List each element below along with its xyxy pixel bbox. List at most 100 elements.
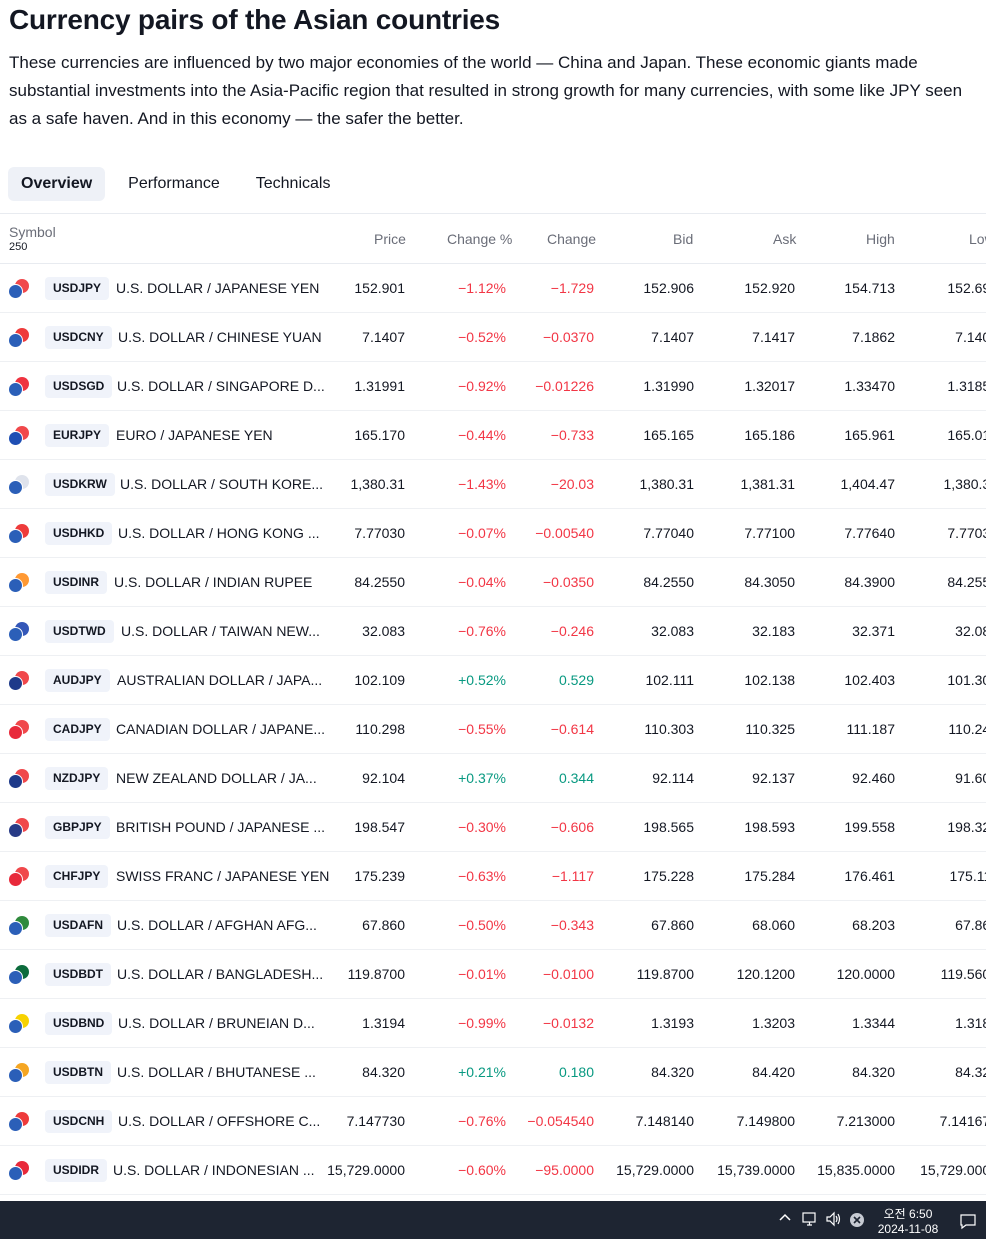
table-row[interactable]: CADJPY CANADIAN DOLLAR / JAPANE... 110.298… [0,705,986,754]
clock-date[interactable]: 2024-11-08 [877,1222,939,1236]
cell-change: −0.606 [550,819,594,835]
symbol-description[interactable]: CANADIAN DOLLAR / JAPANE... [116,721,326,737]
symbol-description[interactable]: U.S. DOLLAR / INDONESIAN ... [113,1162,315,1178]
symbol-ticker[interactable]: NZDJPY [45,767,109,790]
cell-change-pct: −0.63% [458,868,506,884]
cell-ask: 165.186 [744,427,795,443]
symbol-description[interactable]: BRITISH POUND / JAPANESE ... [116,819,326,835]
symbol-ticker[interactable]: USDIDR [45,1159,108,1182]
table-row[interactable]: EURJPY EURO / JAPANESE YEN 165.170 −0.44% −0… [0,411,986,460]
cell-change-pct: −0.76% [458,623,506,639]
cell-ask: 1.3203 [752,1015,795,1031]
symbol-description[interactable]: U.S. DOLLAR / OFFSHORE C... [118,1113,321,1129]
table-row[interactable]: GBPJPY BRITISH POUND / JAPANESE ... 198.54… [0,803,986,852]
volume-icon[interactable] [825,1211,843,1230]
symbol-description[interactable]: U.S. DOLLAR / INDIAN RUPEE [114,574,313,590]
cell-change-pct: −0.52% [458,329,506,345]
cell-change: −95.0000 [535,1162,594,1178]
tab-bar: Overview Performance Technicals [8,167,353,201]
cell-change-pct: −0.55% [458,721,506,737]
table-row[interactable]: USDINR U.S. DOLLAR / INDIAN RUPEE 84.2550 −… [0,558,986,607]
symbol-description[interactable]: U.S. DOLLAR / TAIWAN NEW... [121,623,320,639]
symbol-ticker[interactable]: USDSGD [45,375,113,398]
cell-change: −0.246 [550,623,594,639]
table-row[interactable]: USDHKD U.S. DOLLAR / HONG KONG ... 7.77030… [0,509,986,558]
cell-bid: 15,729.0000 [616,1162,694,1178]
notification-icon[interactable] [959,1212,977,1233]
symbol-ticker[interactable]: EURJPY [45,424,110,447]
close-circle-icon[interactable] [849,1212,865,1231]
cell-bid: 165.165 [643,427,694,443]
symbol-description[interactable]: U.S. DOLLAR / SOUTH KORE... [120,476,324,492]
cell-ask: 32.183 [752,623,795,639]
cell-change: −0.343 [550,917,594,933]
chevron-up-icon[interactable] [778,1211,792,1228]
table-row[interactable]: NZDJPY NEW ZEALAND DOLLAR / JA... 92.104 +0… [0,754,986,803]
cell-ask: 15,739.0000 [717,1162,795,1178]
header-low[interactable]: Low [969,231,986,247]
currency-flag-icon [8,867,30,887]
cell-high: 165.961 [844,427,895,443]
table-row[interactable]: AUDJPY AUSTRALIAN DOLLAR / JAPA... 102.109… [0,656,986,705]
symbol-description[interactable]: U.S. DOLLAR / BANGLADESH... [117,966,324,982]
symbol-ticker[interactable]: USDAFN [45,914,111,937]
table-row[interactable]: USDSGD U.S. DOLLAR / SINGAPORE D... 1.3199… [0,362,986,411]
symbol-ticker[interactable]: CADJPY [45,718,110,741]
symbol-description[interactable]: AUSTRALIAN DOLLAR / JAPA... [117,672,323,688]
symbol-ticker[interactable]: USDTWD [45,620,114,643]
header-bid[interactable]: Bid [673,231,694,247]
symbol-ticker[interactable]: USDINR [45,571,108,594]
symbol-ticker[interactable]: USDBTN [45,1061,111,1084]
table-row[interactable]: USDBDT U.S. DOLLAR / BANGLADESH... 119.870… [0,950,986,999]
cell-change: −0.733 [550,427,594,443]
symbol-ticker[interactable]: GBPJPY [45,816,110,839]
symbol-description[interactable]: NEW ZEALAND DOLLAR / JA... [116,770,317,786]
symbol-description[interactable]: U.S. DOLLAR / AFGHAN AFG... [117,917,317,933]
symbol-ticker[interactable]: USDJPY [45,277,110,300]
header-change[interactable]: Change [547,231,597,247]
symbol-description[interactable]: U.S. DOLLAR / BHUTANESE ... [117,1064,316,1080]
cell-bid: 84.320 [651,1064,694,1080]
symbol-description[interactable]: U.S. DOLLAR / SINGAPORE D... [117,378,325,394]
symbol-description[interactable]: U.S. DOLLAR / HONG KONG ... [118,525,320,541]
tab-overview[interactable]: Overview [8,167,106,201]
cell-low: 1,380.31 [943,476,986,492]
tab-technicals[interactable]: Technicals [255,175,331,192]
tab-performance[interactable]: Performance [128,175,220,192]
symbol-ticker[interactable]: USDCNH [45,1110,113,1133]
table-row[interactable]: USDCNY U.S. DOLLAR / CHINESE YUAN 7.1407 −0… [0,313,986,362]
network-icon[interactable] [802,1211,818,1230]
table-row[interactable]: USDBTN U.S. DOLLAR / BHUTANESE ... 84.320 +… [0,1048,986,1097]
cell-low: 119.5600 [940,966,986,982]
cell-low: 1.31852 [947,378,986,394]
symbol-ticker[interactable]: CHFJPY [45,865,109,888]
header-high[interactable]: High [866,231,895,247]
clock-time[interactable]: 오전 6:50 [883,1207,933,1221]
symbol-ticker[interactable]: USDHKD [45,522,113,545]
symbol-ticker[interactable]: USDCNY [45,326,112,349]
symbol-ticker[interactable]: USDKRW [45,473,115,496]
header-ask[interactable]: Ask [773,231,797,247]
header-change-pct[interactable]: Change % [447,231,513,247]
table-row[interactable]: CHFJPY SWISS FRANC / JAPANESE YEN 175.239 −… [0,852,986,901]
table-row[interactable]: USDTWD U.S. DOLLAR / TAIWAN NEW... 32.083 −… [0,607,986,656]
table-row[interactable]: USDCNH U.S. DOLLAR / OFFSHORE C... 7.14773… [0,1097,986,1146]
header-symbol[interactable]: Symbol [9,224,56,240]
table-row[interactable]: USDAFN U.S. DOLLAR / AFGHAN AFG... 67.860 −… [0,901,986,950]
symbol-description[interactable]: EURO / JAPANESE YEN [116,427,273,443]
symbol-description[interactable]: SWISS FRANC / JAPANESE YEN [116,868,330,884]
symbol-ticker[interactable]: USDBND [45,1012,113,1035]
table-row[interactable]: USDKRW U.S. DOLLAR / SOUTH KORE... 1,380.3… [0,460,986,509]
symbol-description[interactable]: U.S. DOLLAR / BRUNEIAN D... [118,1015,315,1031]
cell-low: 1.3181 [955,1015,986,1031]
symbol-ticker[interactable]: USDBDT [45,963,111,986]
cell-change: −0.00540 [535,525,594,541]
table-row[interactable]: USDBND U.S. DOLLAR / BRUNEIAN D... 1.3194 −… [0,999,986,1048]
symbol-description[interactable]: U.S. DOLLAR / CHINESE YUAN [118,329,322,345]
symbol-description[interactable]: U.S. DOLLAR / JAPANESE YEN [116,280,320,296]
table-row[interactable]: USDIDR U.S. DOLLAR / INDONESIAN ... 15,729… [0,1146,986,1195]
symbol-ticker[interactable]: AUDJPY [45,669,110,692]
table-row[interactable]: USDJPY U.S. DOLLAR / JAPANESE YEN 152.901 −… [0,264,986,313]
currency-flag-icon [8,671,30,691]
header-price[interactable]: Price [374,231,406,247]
